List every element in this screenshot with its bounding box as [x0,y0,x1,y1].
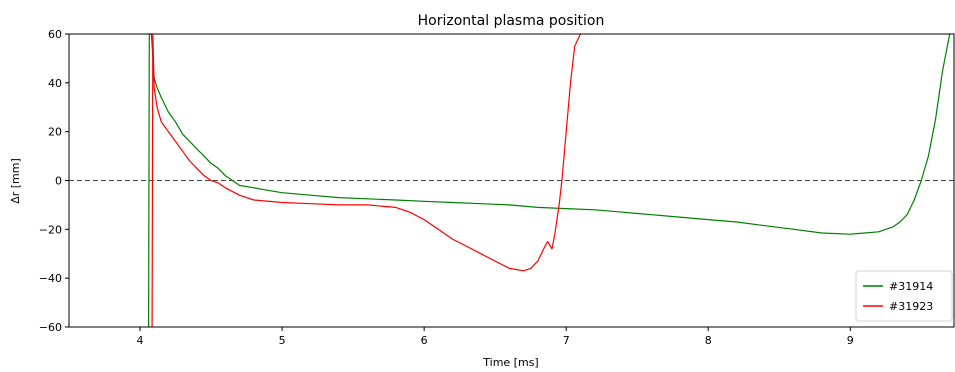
x-axis: 4 5 6 7 8 9 [137,327,854,347]
legend-label: #31923 [889,300,933,313]
x-tick-label: 6 [421,334,428,347]
y-tick-label: 40 [48,77,62,90]
y-tick-label: 20 [48,126,62,139]
y-axis-label: Δr [mm] [9,158,22,204]
x-tick-label: 9 [847,334,854,347]
y-tick-label: −40 [39,272,62,285]
legend-label: #31914 [889,280,933,293]
x-axis-label: Time [ms] [482,356,538,369]
x-tick-label: 4 [137,334,144,347]
series-layer [148,33,951,328]
chart-title: Horizontal plasma position [418,13,605,29]
plot-frame [68,33,955,328]
x-tick-label: 5 [279,334,286,347]
y-tick-label: −60 [39,321,62,334]
y-tick-label: −20 [39,223,62,236]
legend-box [855,270,953,322]
y-tick-label: 0 [55,175,62,188]
y-axis: −60 −40 −20 0 20 40 60 [39,28,69,334]
x-tick-label: 8 [705,334,712,347]
x-tick-label: 7 [563,334,570,347]
series-line-31914 [148,33,951,328]
series-line-31923 [151,33,581,328]
legend: #31914 #31923 [855,270,953,322]
y-tick-label: 60 [48,28,62,41]
